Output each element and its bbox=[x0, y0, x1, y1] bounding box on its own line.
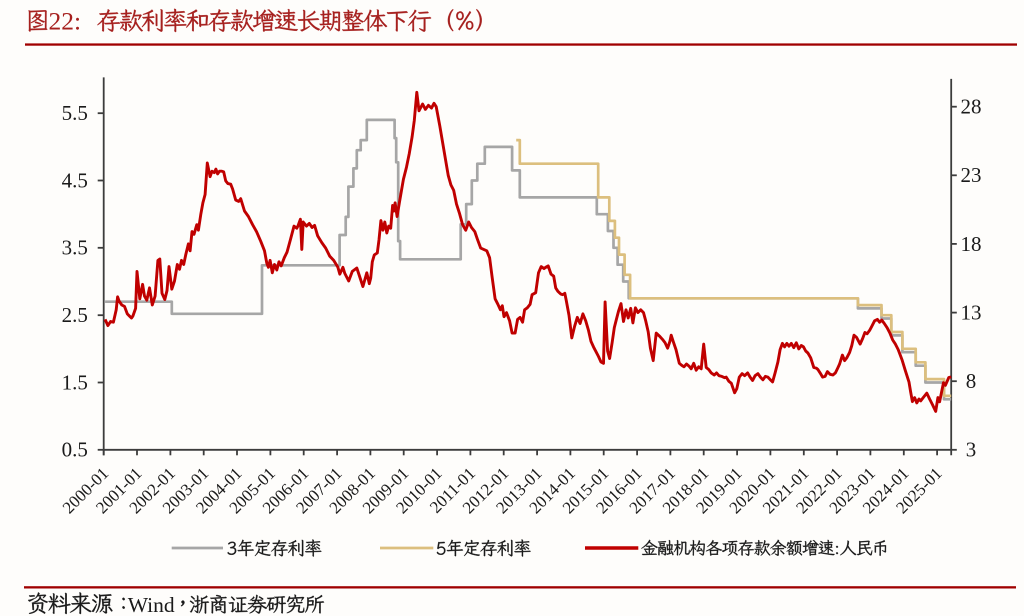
svg-text:4.5: 4.5 bbox=[62, 168, 88, 192]
svg-text:23: 23 bbox=[961, 163, 982, 187]
svg-text:3.5: 3.5 bbox=[62, 236, 88, 260]
svg-text:22:: 22: bbox=[49, 7, 82, 36]
svg-text:5.5: 5.5 bbox=[62, 101, 88, 125]
svg-text:8: 8 bbox=[966, 369, 977, 393]
svg-text:13: 13 bbox=[961, 301, 982, 325]
svg-text:0.5: 0.5 bbox=[62, 438, 88, 462]
svg-text:1.5: 1.5 bbox=[62, 370, 88, 394]
svg-text:3: 3 bbox=[966, 438, 977, 462]
svg-text:2.5: 2.5 bbox=[62, 303, 88, 327]
svg-text:28: 28 bbox=[961, 95, 982, 119]
svg-text:Wind: Wind bbox=[128, 593, 175, 616]
svg-text:18: 18 bbox=[961, 232, 982, 256]
